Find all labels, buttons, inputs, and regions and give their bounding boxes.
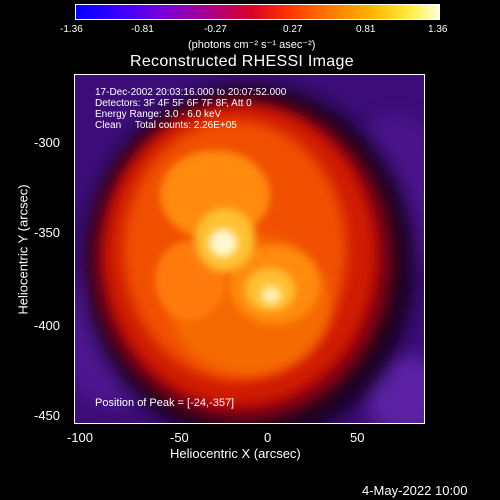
image-render bbox=[75, 75, 424, 423]
colorbar-tick: -1.36 bbox=[60, 24, 83, 35]
colorbar-tick: -0.27 bbox=[204, 24, 227, 35]
rhessi-image: 17-Dec-2002 20:03:16.000 to 20:07:52.000… bbox=[74, 74, 425, 424]
colorbar-tick: -0.81 bbox=[131, 24, 154, 35]
colorbar-units: (photons cm⁻² s⁻¹ asec⁻²) bbox=[188, 39, 316, 51]
x-tick-label: 50 bbox=[350, 430, 365, 445]
footer-timestamp: 4-May-2022 10:00 bbox=[362, 483, 468, 498]
plot-title: Reconstructed RHESSI Image bbox=[130, 53, 354, 70]
x-tick-label: 0 bbox=[264, 430, 272, 445]
info-energy-range: Energy Range: 3.0 - 6.0 keV bbox=[95, 109, 222, 120]
info-total-counts: Clean Total counts: 2.26E+05 bbox=[95, 120, 237, 131]
y-tick-label: -300 bbox=[34, 135, 61, 150]
x-tick-label: -50 bbox=[170, 430, 189, 445]
y-axis-label: Heliocentric Y (arcsec) bbox=[15, 184, 31, 315]
y-tick-label: -400 bbox=[34, 318, 61, 333]
y-tick-label: -450 bbox=[34, 408, 61, 423]
info-time-range: 17-Dec-2002 20:03:16.000 to 20:07:52.000 bbox=[95, 87, 287, 98]
colorbar bbox=[75, 4, 440, 20]
y-tick-label: -350 bbox=[34, 225, 61, 240]
peak-position-label: Position of Peak = [-24,-357] bbox=[95, 397, 235, 409]
info-detectors: Detectors: 3F 4F 5F 6F 7F 8F, Att 0 bbox=[95, 98, 252, 109]
x-tick-label: -100 bbox=[67, 430, 94, 445]
colorbar-tick: 1.36 bbox=[428, 24, 448, 35]
colorbar-tick: 0.27 bbox=[283, 24, 303, 35]
info-block: 17-Dec-2002 20:03:16.000 to 20:07:52.000… bbox=[95, 87, 286, 131]
x-axis-label: Heliocentric X (arcsec) bbox=[170, 446, 301, 461]
colorbar-tick: 0.81 bbox=[356, 24, 376, 35]
